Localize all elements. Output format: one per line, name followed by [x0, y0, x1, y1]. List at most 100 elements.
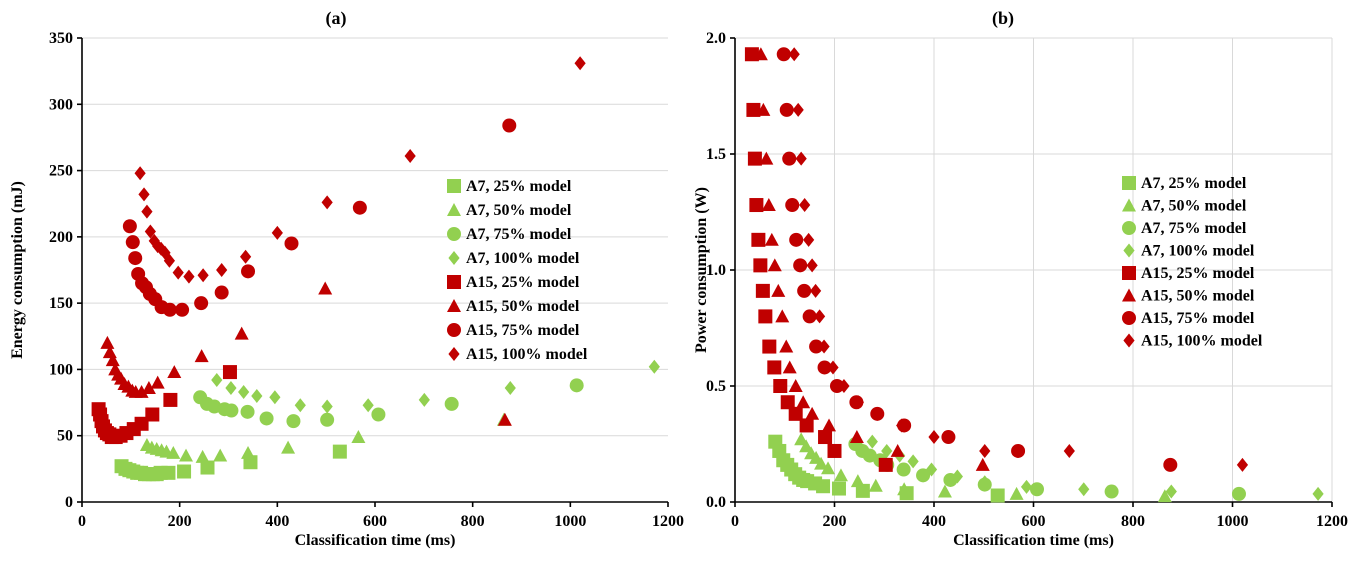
legend-marker	[1122, 266, 1136, 280]
data-point	[803, 232, 815, 247]
data-point	[788, 406, 803, 421]
data-point	[271, 225, 283, 240]
data-point	[827, 360, 839, 375]
data-point	[773, 379, 788, 393]
x-tick-label: 1200	[652, 513, 684, 530]
data-point	[352, 200, 367, 215]
data-point	[281, 440, 296, 454]
data-point	[167, 365, 182, 379]
data-point	[753, 258, 768, 273]
legend-label: A15, 25% model	[1141, 265, 1255, 282]
data-point	[1104, 484, 1119, 499]
data-point	[755, 283, 770, 298]
data-point	[951, 469, 963, 484]
legend-label: A15, 100% model	[466, 346, 588, 363]
data-point	[194, 296, 209, 311]
chart-title: (b)	[992, 8, 1014, 29]
data-point	[1009, 486, 1024, 500]
data-point	[822, 418, 837, 432]
legend-marker	[1122, 288, 1136, 302]
x-tick-label: 0	[731, 513, 739, 530]
legend-label: A7, 25% model	[1141, 175, 1247, 192]
data-point	[813, 309, 826, 324]
data-point	[809, 339, 824, 354]
legend-label: A7, 50% model	[1141, 198, 1247, 215]
data-point	[758, 309, 773, 324]
data-point	[332, 444, 347, 459]
data-point	[197, 268, 209, 283]
data-point	[214, 285, 229, 300]
series-a15-50-model	[100, 281, 512, 426]
data-point	[907, 454, 919, 469]
series-a15-75-model	[122, 118, 517, 317]
data-point	[183, 269, 195, 284]
panel-b: 0.0 0.5 1.0 1.5 2.0 0 200 400 600 800 1000 1200 (b) C…	[693, 8, 1348, 549]
data-point	[1231, 486, 1246, 501]
legend-marker	[1122, 221, 1136, 235]
y-tick-label: 50	[57, 428, 73, 445]
y-tick-label: 300	[49, 96, 73, 113]
legend-marker	[447, 203, 461, 216]
data-point	[286, 414, 301, 429]
data-point	[896, 418, 908, 433]
data-point	[753, 47, 768, 61]
data-point	[749, 198, 764, 213]
data-point	[241, 445, 256, 459]
data-point	[125, 235, 140, 250]
data-point	[179, 448, 194, 462]
data-point	[1020, 479, 1033, 494]
legend-marker	[448, 347, 460, 361]
y-tick-label: 150	[49, 295, 73, 312]
data-point	[979, 443, 991, 458]
data-point	[141, 204, 153, 219]
x-tick-label: 200	[168, 513, 192, 530]
data-point	[150, 375, 165, 389]
x-tick-label: 400	[265, 513, 289, 530]
data-point	[1163, 457, 1178, 472]
data-point	[1078, 482, 1090, 497]
legend-marker	[447, 179, 461, 193]
x-tick-label: 1000	[1217, 513, 1249, 530]
legend-marker	[1122, 198, 1136, 212]
y-tick-label: 350	[49, 30, 73, 47]
y-tick-label: 1.0	[706, 262, 726, 279]
data-point	[234, 326, 249, 340]
x-tick-label: 1200	[1316, 513, 1348, 530]
data-point	[785, 198, 800, 213]
data-point	[161, 465, 176, 480]
data-point	[799, 198, 811, 213]
data-point	[802, 309, 817, 324]
panel-a: 0 50 100 150 200 250 300 350 0 200 400 600 800 1000 12…	[9, 8, 684, 549]
x-tick-label: 800	[1121, 513, 1145, 530]
series-a15-100-model	[134, 56, 586, 284]
legend-marker	[1122, 311, 1136, 325]
data-point	[404, 148, 416, 163]
data-point	[241, 264, 256, 279]
data-point	[818, 339, 830, 354]
data-point	[868, 478, 883, 492]
data-point	[871, 406, 883, 421]
data-point	[979, 475, 991, 490]
data-point	[134, 416, 149, 431]
data-point	[897, 482, 912, 496]
legend-marker	[1123, 243, 1135, 258]
data-point	[831, 481, 846, 496]
series-a15-25-model	[744, 47, 893, 472]
data-point	[881, 443, 893, 458]
legend-label: A15, 50% model	[466, 298, 580, 315]
data-point	[240, 404, 255, 419]
data-point	[321, 399, 333, 414]
data-point	[175, 302, 190, 317]
data-point	[163, 392, 178, 407]
legend-label: A15, 100% model	[1141, 333, 1263, 350]
data-point	[816, 479, 831, 494]
legend-marker	[447, 323, 461, 337]
data-point	[771, 283, 786, 297]
data-point	[838, 379, 850, 393]
legend: A7, 25% model A7, 50% model A7, 75% model A…	[1122, 175, 1263, 350]
series-a15-50-model	[753, 47, 990, 471]
data-point	[779, 339, 794, 353]
data-point	[799, 418, 814, 433]
data-point	[776, 47, 791, 62]
